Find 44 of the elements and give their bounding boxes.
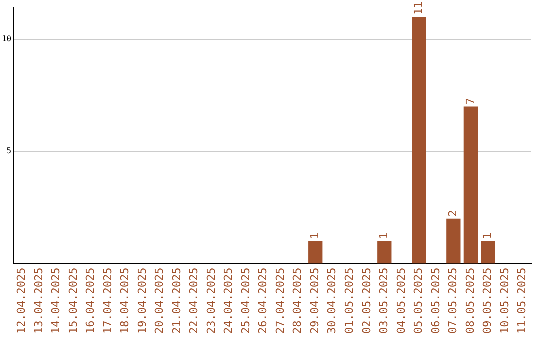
x-tick-label: 13.04.2025 <box>32 268 46 334</box>
bar <box>481 241 496 264</box>
x-tick-label: 16.04.2025 <box>84 268 98 334</box>
x-tick-label: 17.04.2025 <box>101 268 114 334</box>
bar <box>446 218 461 264</box>
x-tick-label: 11.05.2025 <box>516 268 529 334</box>
data-label: 7 <box>464 98 477 105</box>
x-tick-label: 08.05.2025 <box>464 268 477 334</box>
x-tick-label: 24.04.2025 <box>222 268 236 334</box>
x-tick-label: 05.05.2025 <box>412 268 426 334</box>
data-label: 11 <box>412 2 426 15</box>
x-tick-label: 07.05.2025 <box>446 268 460 334</box>
data-label: 1 <box>308 232 322 240</box>
bar <box>464 106 478 264</box>
x-tick-label: 27.04.2025 <box>274 268 287 334</box>
x-tick-label: 20.04.2025 <box>153 268 166 334</box>
bar <box>378 241 392 264</box>
bar <box>308 241 323 264</box>
x-tick-label: 21.04.2025 <box>170 268 184 334</box>
x-tick-label: 19.04.2025 <box>136 268 149 334</box>
x-tick-label: 28.04.2025 <box>291 268 304 334</box>
x-tick-label: 23.04.2025 <box>204 268 218 334</box>
data-label: 1 <box>481 232 494 240</box>
x-tick-label: 03.05.2025 <box>378 268 391 334</box>
y-tick-label: 10 <box>2 34 12 44</box>
x-tick-label: 01.05.2025 <box>342 268 356 334</box>
x-tick-label: 10.05.2025 <box>498 268 512 334</box>
x-tick-label: 29.04.2025 <box>308 268 322 334</box>
x-tick-label: 30.04.2025 <box>326 268 339 334</box>
x-tick-label: 04.05.2025 <box>394 268 408 334</box>
x-tick-label: 22.04.2025 <box>188 268 201 334</box>
x-tick-label: 02.05.2025 <box>360 268 374 334</box>
bar <box>412 16 426 264</box>
data-label: 1 <box>378 232 391 240</box>
data-label: 2 <box>446 210 460 217</box>
x-tick-label: 09.05.2025 <box>481 268 494 334</box>
x-tick-label: 25.04.2025 <box>239 268 252 334</box>
x-tick-label: 14.04.2025 <box>50 268 63 334</box>
y-tick-label: 5 <box>6 146 12 156</box>
x-tick-label: 26.04.2025 <box>256 268 270 334</box>
x-tick-label: 06.05.2025 <box>429 268 442 334</box>
x-tick-label: 15.04.2025 <box>66 268 80 334</box>
x-tick-label: 18.04.2025 <box>118 268 132 334</box>
x-tick-label: 12.04.2025 <box>15 268 28 334</box>
